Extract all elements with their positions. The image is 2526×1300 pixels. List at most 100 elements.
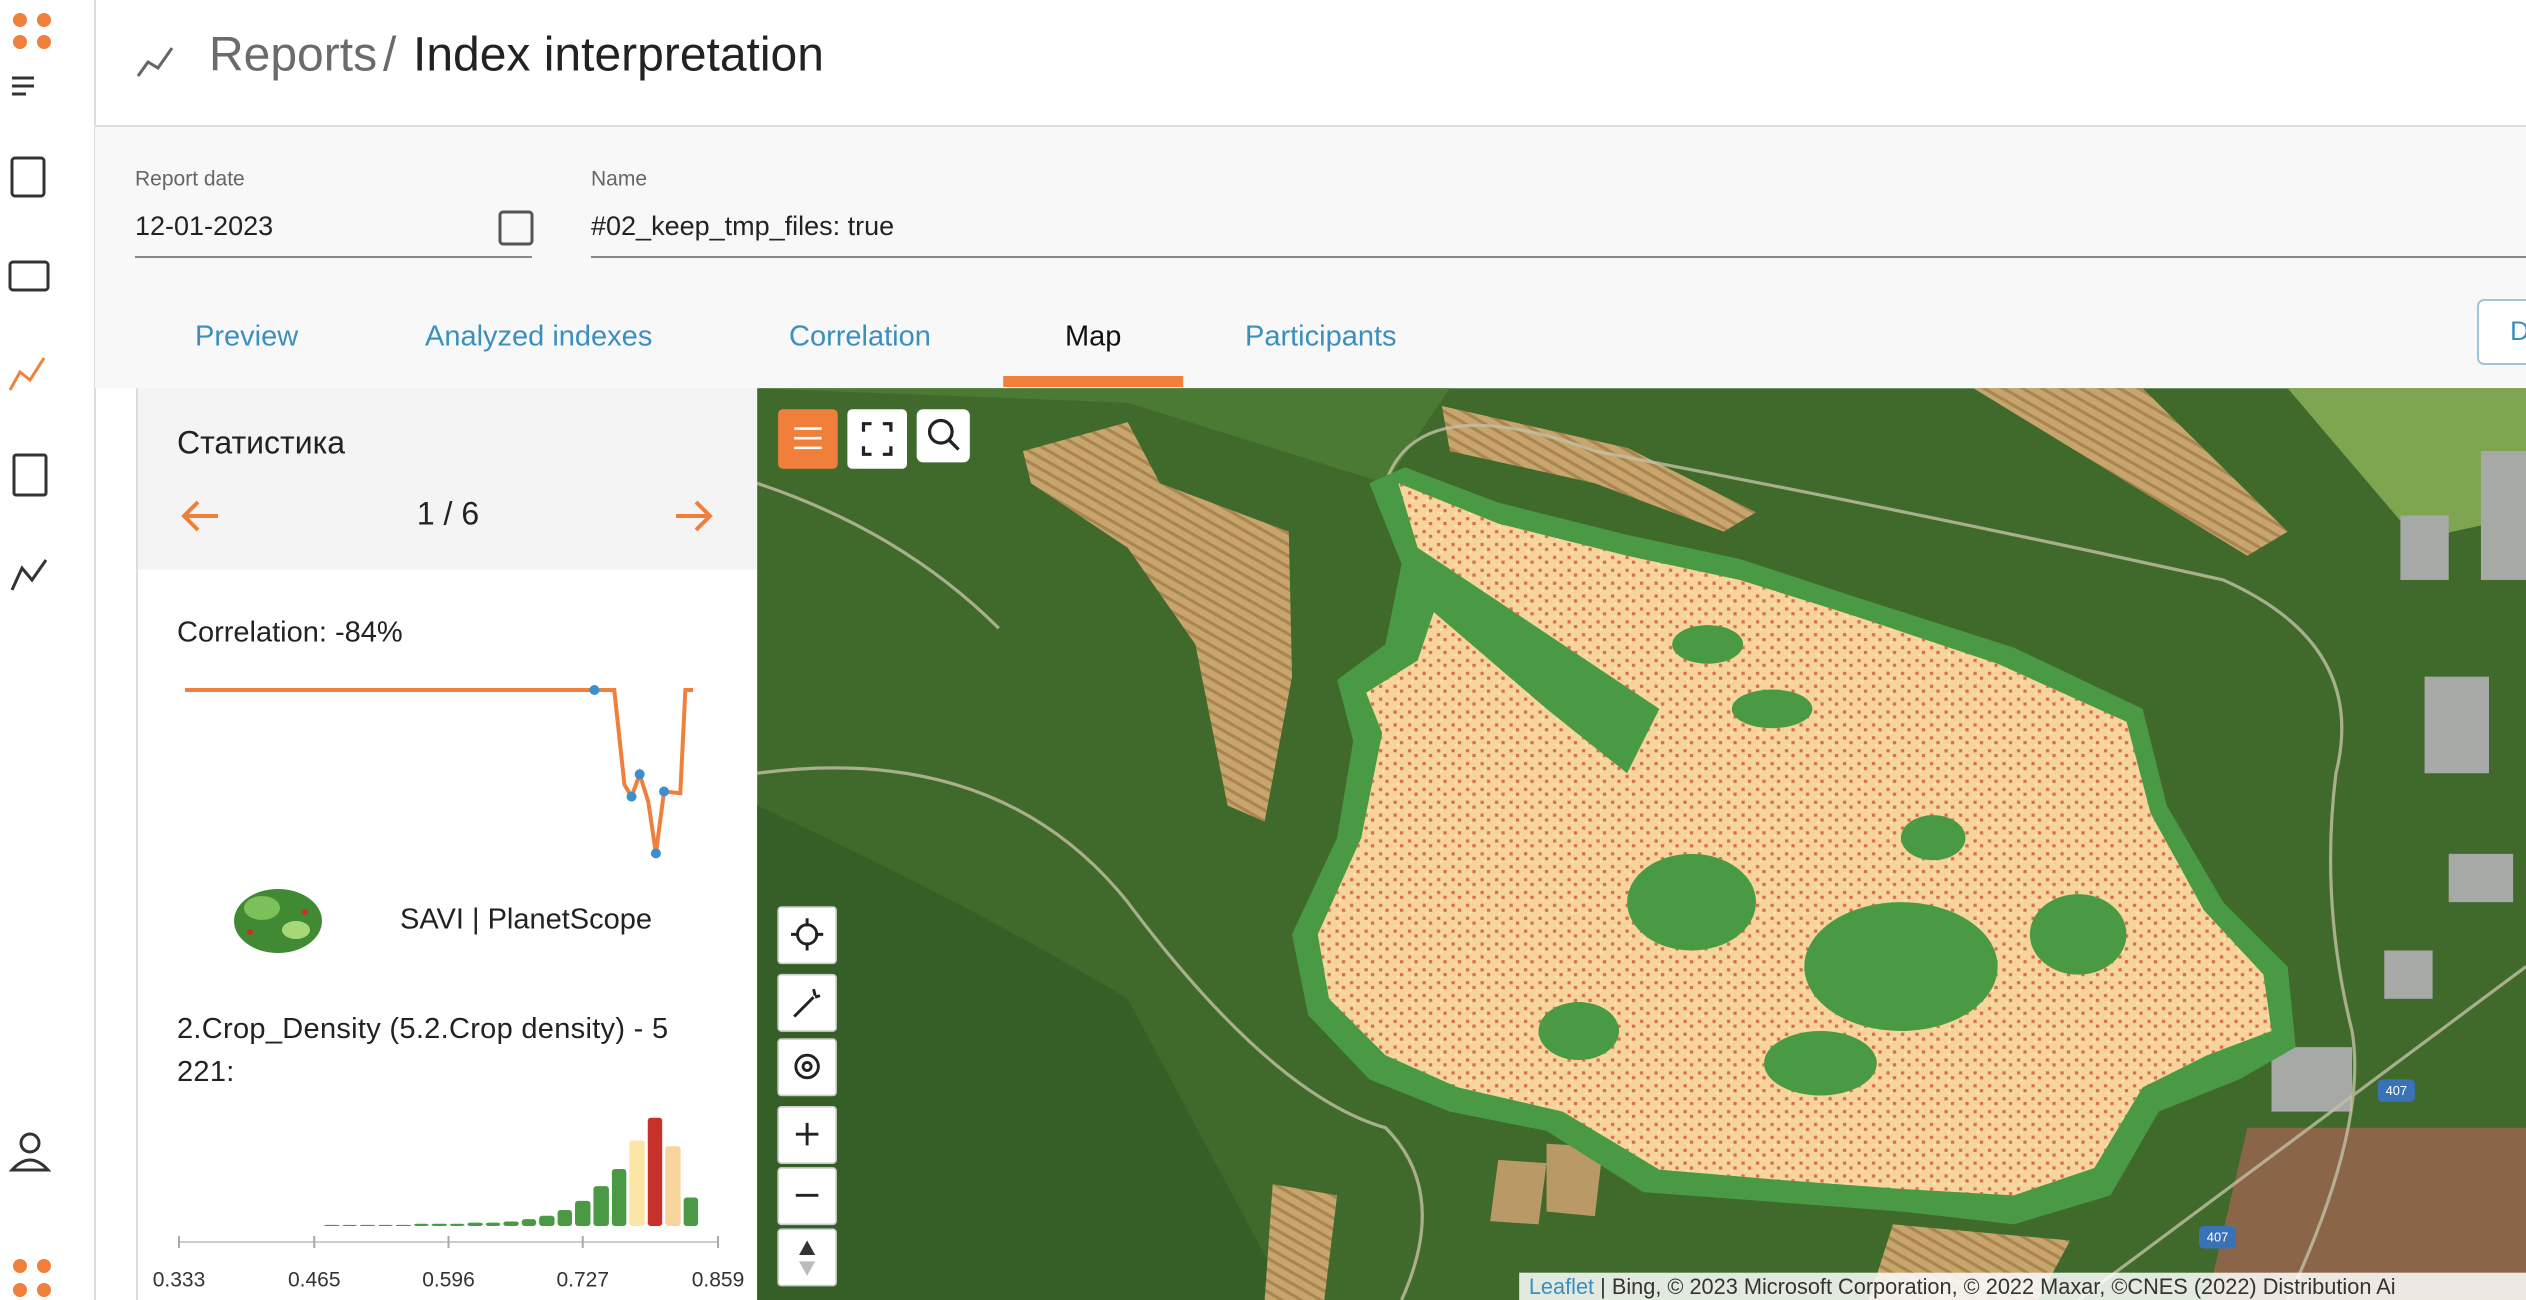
calendar-icon[interactable] <box>498 210 534 246</box>
logo <box>13 13 51 49</box>
tab[interactable]: Map <box>1065 321 1121 353</box>
route-icon[interactable] <box>10 559 48 591</box>
tab[interactable]: Correlation <box>789 321 931 353</box>
sliders-icon <box>794 427 822 450</box>
histogram-bar <box>539 1215 555 1226</box>
correlation-label: Correlation: -84% <box>177 617 403 649</box>
histogram-bar <box>378 1224 393 1226</box>
field-label: Name <box>591 168 647 191</box>
histogram-bar <box>593 1186 609 1226</box>
next-arrow[interactable] <box>676 500 713 532</box>
field <box>2207 1127 2526 1300</box>
reports-icon[interactable] <box>8 357 46 391</box>
x-tick-label: 0.465 <box>288 1269 341 1292</box>
road-label: 407 <box>2207 1229 2228 1244</box>
field <box>1973 388 2288 556</box>
action-button-label: D <box>2510 316 2526 346</box>
histogram-bar <box>665 1146 681 1226</box>
field <box>1264 1184 1338 1300</box>
compass-north <box>799 1240 816 1255</box>
locate-button[interactable] <box>777 906 837 965</box>
correlation-point <box>589 685 600 695</box>
map[interactable]: 407 407 Leaflet | Bing, © 2023 Microsoft… <box>757 388 2526 1300</box>
index-thumbnail <box>234 889 322 953</box>
footer-logo <box>13 1259 51 1297</box>
histogram-bar <box>611 1169 627 1226</box>
tab[interactable]: Participants <box>1245 321 1397 353</box>
histogram-bar <box>575 1200 591 1226</box>
correlation-point <box>626 791 637 802</box>
buildings <box>2271 451 2526 1112</box>
active-tab-indicator <box>1003 376 1184 387</box>
attribution-text: | Bing, © 2023 Microsoft Corporation, © … <box>1600 1274 2395 1299</box>
stats-title: Статистика <box>177 424 345 460</box>
histogram-bar <box>323 1224 340 1226</box>
correlation-point <box>634 769 645 780</box>
histogram-bar <box>431 1223 447 1226</box>
histogram-bar <box>503 1221 519 1226</box>
road-shield <box>2199 1079 2415 1249</box>
histogram-bar <box>342 1224 357 1226</box>
source-label: SAVI | PlanetScope <box>400 904 652 936</box>
field <box>1441 405 1756 532</box>
settings-button[interactable] <box>777 1038 837 1097</box>
histogram-bar <box>629 1140 645 1226</box>
histogram-bar <box>647 1117 663 1226</box>
prev-arrow[interactable] <box>181 500 218 532</box>
histogram-bar <box>450 1223 465 1226</box>
terrain <box>757 388 1450 484</box>
menu-icon[interactable] <box>12 76 34 96</box>
field <box>1490 1143 1603 1225</box>
histogram-bar <box>359 1224 376 1226</box>
attribution-link[interactable]: Leaflet <box>1529 1274 1594 1299</box>
x-tick-label: 0.859 <box>692 1269 745 1292</box>
histogram-bar <box>521 1219 537 1226</box>
briefcase-icon[interactable] <box>8 260 50 292</box>
tab[interactable]: Analyzed indexes <box>425 321 652 353</box>
index-label: 2.Crop_Density (5.2.Crop density) - 5 22… <box>177 1013 669 1088</box>
x-tick-label: 0.333 <box>153 1269 206 1292</box>
action-button[interactable] <box>2477 299 2526 365</box>
x-tick-label: 0.596 <box>422 1269 475 1292</box>
user-icon[interactable] <box>19 1132 41 1154</box>
terrain <box>757 805 1289 1300</box>
histogram-bar <box>683 1197 699 1226</box>
compass-button[interactable] <box>777 1228 837 1287</box>
tab[interactable]: Preview <box>195 321 299 353</box>
header-icon <box>136 47 174 77</box>
x-tick-label: 0.727 <box>556 1269 609 1292</box>
search-button[interactable] <box>916 409 970 463</box>
attribution-box <box>1519 1272 2526 1300</box>
search-icon <box>927 418 954 445</box>
field-value[interactable]: #02_keep_tmp_files: true <box>591 211 894 241</box>
book-icon[interactable] <box>12 453 48 497</box>
correlation-line <box>185 688 693 854</box>
breadcrumb-section[interactable]: Reports <box>209 29 377 82</box>
compass-south <box>799 1261 816 1276</box>
page-title: Index interpretation <box>413 29 824 82</box>
fullscreen-button[interactable] <box>847 409 907 469</box>
clipboard-icon[interactable] <box>10 156 46 198</box>
stats-header <box>137 388 757 570</box>
attribution: Leaflet | Bing, © 2023 Microsoft Corpora… <box>1529 1274 2396 1299</box>
field-value[interactable]: 12-01-2023 <box>135 211 273 241</box>
field <box>2287 388 2526 540</box>
histogram-bar <box>485 1222 501 1226</box>
index-zone-green-patches <box>1538 625 2127 1096</box>
roads <box>757 423 2526 1300</box>
correlation-point <box>659 786 670 797</box>
histogram-bar <box>557 1210 573 1226</box>
sidebar <box>0 0 95 1300</box>
fullscreen-icon <box>861 422 893 456</box>
histogram-bar <box>395 1224 412 1226</box>
field <box>1022 422 1293 822</box>
road-label: 407 <box>2386 1083 2407 1098</box>
correlation-point <box>650 848 661 859</box>
pager: 1 / 6 <box>417 495 479 531</box>
field-label: Report date <box>135 168 245 191</box>
breadcrumb-separator: / <box>383 29 397 82</box>
histogram-bar <box>414 1223 429 1226</box>
histogram-bar <box>467 1222 483 1226</box>
